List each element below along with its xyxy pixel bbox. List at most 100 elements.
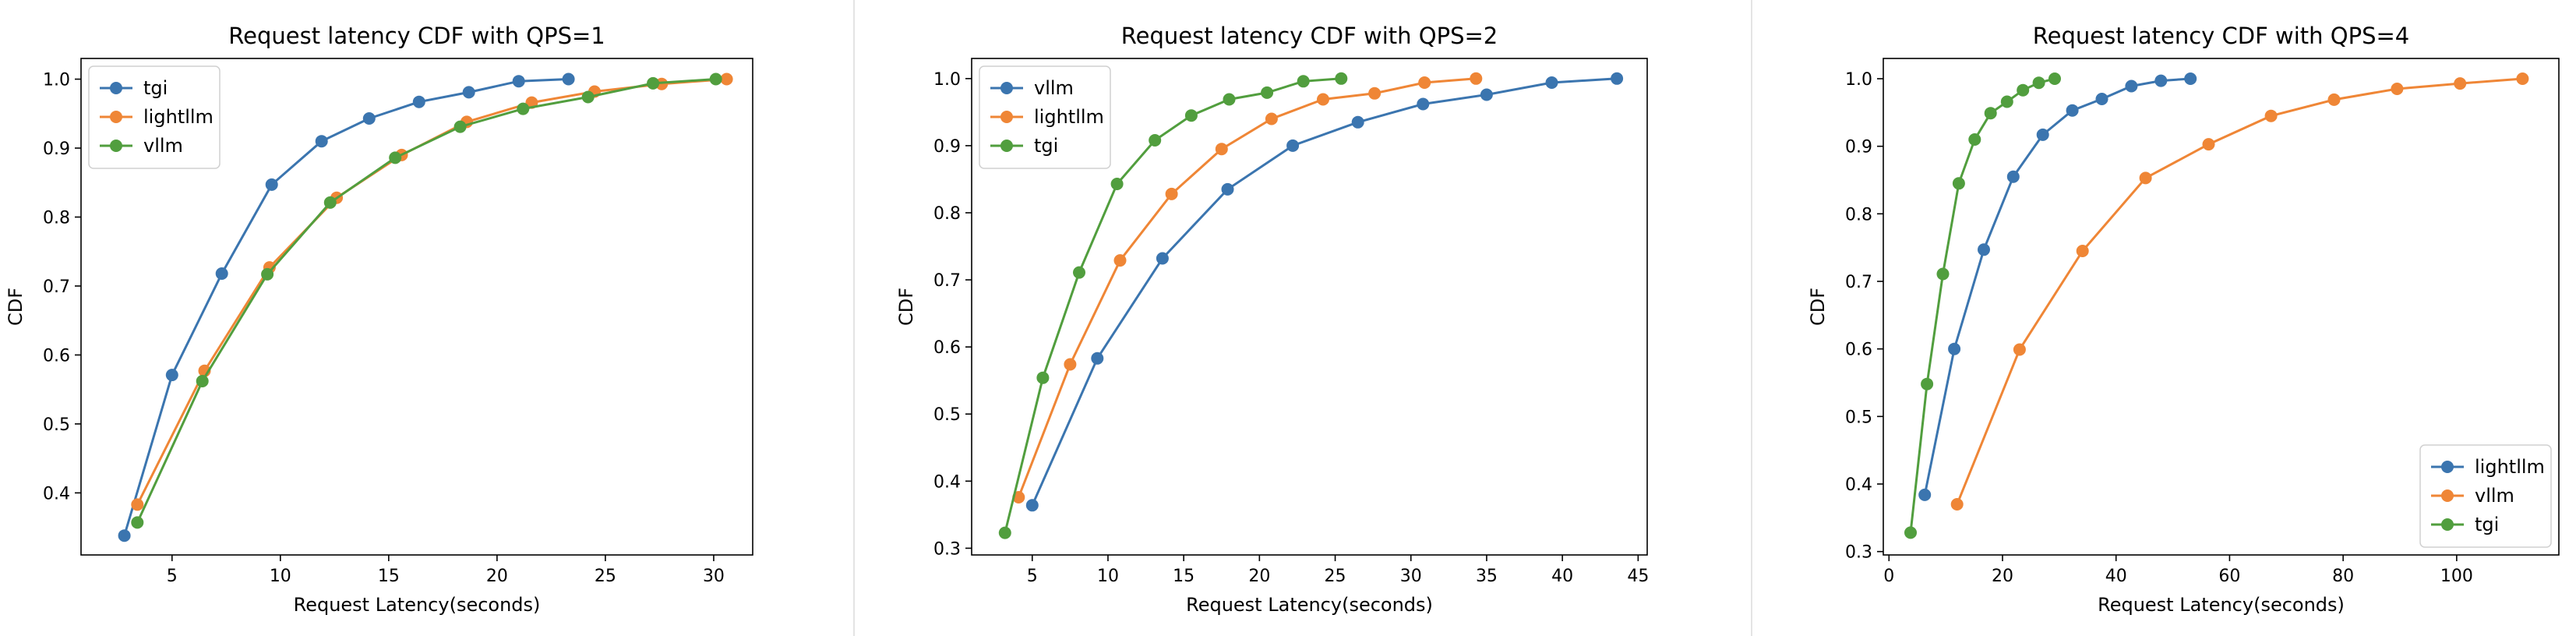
x-tick-label: 40 — [2105, 567, 2127, 586]
legend-label: lightllm — [1034, 106, 1104, 128]
data-point-tgi — [315, 135, 328, 148]
data-point-vllm — [1221, 182, 1234, 196]
data-point-tgi — [998, 526, 1011, 539]
data-point-vllm — [2391, 83, 2404, 95]
x-tick-label: 5 — [167, 567, 178, 586]
data-point-tgi — [1036, 371, 1050, 384]
y-tick-label: 0.8 — [933, 204, 961, 224]
x-tick-label: 80 — [2332, 567, 2354, 586]
data-point-tgi — [2032, 76, 2045, 90]
y-tick-label: 0.7 — [933, 271, 961, 291]
plot-frame — [80, 58, 753, 556]
data-point-tgi — [1968, 133, 1981, 146]
y-tick-label: 0.3 — [1845, 543, 1872, 563]
legend-label: vllm — [143, 135, 183, 157]
y-tick-label: 1.0 — [1845, 70, 1872, 90]
x-tick-label: 20 — [1992, 567, 2013, 586]
series-line-lightllm — [1923, 77, 2191, 496]
data-point-vllm — [2264, 109, 2278, 122]
data-point-vllm — [517, 102, 530, 115]
data-point-lightllm — [1418, 76, 1431, 89]
data-point-tgi — [512, 75, 525, 88]
legend-swatch-marker — [1000, 111, 1013, 123]
data-point-vllm — [1351, 115, 1364, 129]
data-point-vllm — [2013, 343, 2026, 356]
data-point-lightllm — [2006, 170, 2020, 183]
x-tick-label: 100 — [2440, 567, 2473, 586]
y-tick-label: 0.8 — [1845, 205, 1872, 224]
x-tick-label: 0 — [1883, 567, 1894, 586]
legend-label: tgi — [2475, 514, 2499, 535]
x-tick-label: 40 — [1551, 567, 1573, 586]
data-point-vllm — [323, 196, 337, 209]
data-point-vllm — [1417, 97, 1430, 111]
series-lightllm — [1012, 72, 1483, 504]
panel-divider — [1751, 0, 1752, 636]
y-tick-label: 0.4 — [933, 472, 961, 492]
y-tick-label: 1.0 — [43, 71, 70, 90]
series-line-vllm — [1031, 77, 1618, 506]
legend-swatch-marker — [1000, 82, 1013, 94]
y-tick-label: 0.4 — [43, 484, 70, 504]
data-point-lightllm — [2095, 93, 2108, 105]
data-point-vllm — [1480, 88, 1493, 101]
legend-item-vllm: vllm — [2431, 485, 2514, 507]
legend-label: vllm — [1034, 77, 1074, 99]
legend-label: lightllm — [2475, 456, 2545, 478]
series-line-tgi — [1909, 77, 2056, 533]
data-point-lightllm — [1470, 72, 1483, 85]
x-tick-label: 20 — [486, 567, 508, 586]
x-tick-label: 15 — [378, 567, 400, 586]
data-point-tgi — [2000, 95, 2013, 108]
x-tick-label: 15 — [1173, 567, 1194, 586]
data-point-lightllm — [2036, 128, 2049, 141]
data-point-tgi — [1110, 178, 1124, 190]
data-point-tgi — [1223, 93, 1236, 106]
x-tick-label: 45 — [1627, 567, 1649, 586]
legend-swatch-marker — [110, 140, 122, 152]
data-point-tgi — [1952, 177, 1965, 190]
legend-item-lightllm: lightllm — [990, 106, 1104, 128]
legend-item-tgi: tgi — [100, 77, 168, 99]
chart-title: Request latency CDF with QPS=2 — [1121, 23, 1498, 49]
data-point-vllm — [2139, 171, 2152, 185]
series-lightllm — [131, 72, 733, 511]
data-point-lightllm — [1165, 187, 1178, 200]
series-vllm — [1025, 72, 1624, 512]
legend-item-vllm: vllm — [990, 77, 1074, 99]
chart-title: Request latency CDF with QPS=1 — [228, 23, 605, 49]
data-point-lightllm — [1948, 342, 1961, 355]
data-point-vllm — [131, 516, 144, 529]
data-point-lightllm — [2154, 74, 2168, 87]
series-line-lightllm — [1017, 77, 1477, 498]
legend-label: tgi — [1034, 135, 1058, 157]
y-axis-label: CDF — [5, 288, 26, 326]
data-point-tgi — [562, 72, 575, 86]
data-point-lightllm — [2066, 104, 2079, 117]
chart-qps2: Request latency CDF with QPS=2 5 10 15 20 25 3… — [895, 23, 1649, 616]
data-point-lightllm — [1978, 243, 1990, 256]
series-vllm — [1950, 72, 2529, 511]
data-point-vllm — [2202, 138, 2215, 151]
y-tick-label: 0.9 — [1845, 138, 1872, 157]
data-point-tgi — [1073, 266, 1085, 279]
data-point-vllm — [1091, 352, 1104, 365]
x-tick-label: 35 — [1476, 567, 1498, 586]
y-tick-label: 0.5 — [43, 415, 70, 435]
data-point-tgi — [2048, 72, 2061, 85]
data-point-lightllm — [2125, 80, 2138, 93]
data-point-tgi — [1936, 267, 1950, 281]
data-point-tgi — [1149, 134, 1162, 147]
y-axis-label: CDF — [1807, 288, 1829, 326]
y-tick-label: 0.6 — [43, 346, 70, 366]
data-point-tgi — [1297, 75, 1310, 88]
chart-title: Request latency CDF with QPS=4 — [2033, 23, 2409, 49]
data-point-tgi — [265, 178, 278, 191]
legend-swatch-marker — [110, 82, 122, 94]
data-point-tgi — [215, 267, 228, 280]
data-point-vllm — [1545, 76, 1558, 89]
series-line-tgi — [1004, 77, 1342, 533]
x-tick-label: 30 — [703, 567, 725, 586]
panel-divider — [853, 0, 855, 636]
x-tick-label: 20 — [1248, 567, 1270, 586]
